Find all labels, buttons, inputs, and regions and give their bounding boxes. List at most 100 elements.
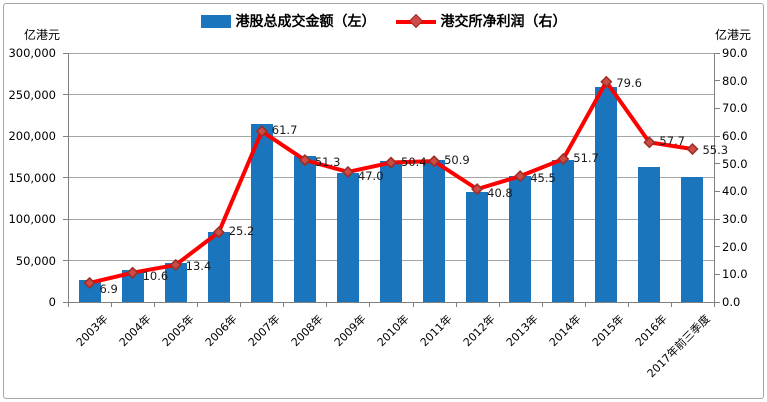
data-label: 50.4: [401, 154, 427, 169]
data-label: 47.0: [357, 168, 384, 183]
x-axis-tick: [154, 303, 156, 307]
bar: [595, 87, 618, 302]
bar: [423, 160, 446, 302]
bar: [509, 175, 532, 302]
diamond-marker-icon: [600, 75, 613, 88]
gridline: [68, 135, 714, 137]
left-axis-tick: [63, 52, 68, 54]
diamond-marker-icon: [298, 154, 311, 167]
right-axis-tick: [715, 218, 720, 220]
x-axis-tick: [68, 303, 69, 307]
bar: [164, 262, 187, 302]
left-axis-tick-label: 50,000: [15, 253, 56, 268]
diamond-marker-icon: [643, 136, 656, 149]
left-axis-tick-label: 150,000: [8, 170, 56, 185]
x-axis-tick: [541, 303, 543, 307]
left-axis-tick-label: 250,000: [8, 87, 56, 102]
bar: [121, 269, 144, 302]
right-axis-tick-label: 60.0: [722, 129, 748, 143]
bar: [207, 232, 230, 302]
left-axis-tick: [63, 260, 68, 261]
left-axis-line: [68, 53, 69, 302]
x-axis-tick: [369, 303, 371, 307]
right-axis-line: [714, 53, 715, 302]
bar: [250, 123, 273, 302]
right-axis-tick: [715, 246, 720, 248]
diamond-marker-icon: [557, 152, 570, 166]
right-axis-tick: [715, 273, 720, 275]
data-label: 10.6: [142, 268, 169, 283]
bar-series-swatch: [200, 14, 231, 28]
diamond-marker-icon: [471, 183, 484, 196]
right-axis-tick: [715, 52, 720, 54]
left-axis-tick-label: 200,000: [8, 129, 56, 143]
bar: [336, 173, 359, 302]
x-axis-tick: [670, 303, 672, 307]
right-axis-tick-label: 70.0: [722, 101, 748, 116]
data-label: 40.8: [487, 186, 513, 201]
x-axis-tick: [412, 303, 414, 307]
bar: [78, 280, 101, 302]
data-label: 45.5: [530, 171, 556, 186]
data-label: 61.7: [271, 123, 298, 138]
right-axis-tick: [715, 163, 720, 165]
right-axis-tick-label: 50.0: [722, 156, 748, 171]
diamond-marker-icon: [212, 226, 225, 239]
right-axis-unit: 亿港元: [714, 28, 751, 42]
data-label: 6.9: [99, 281, 118, 296]
x-axis-tick: [584, 303, 586, 307]
gridline: [68, 94, 714, 95]
right-axis-tick-label: 80.0: [722, 73, 748, 88]
data-label: 57.7: [659, 134, 685, 149]
right-axis-tick-label: 40.0: [722, 184, 748, 199]
right-axis-tick-label: 10.0: [722, 267, 748, 282]
bar: [380, 160, 402, 302]
x-axis-tick: [326, 303, 328, 307]
x-axis-tick: [627, 303, 629, 307]
line-series-swatch: [395, 13, 436, 28]
bar: [681, 176, 704, 302]
left-axis-tick-label: 0: [48, 295, 56, 309]
right-axis-tick: [715, 80, 720, 82]
left-axis-tick-label: 300,000: [8, 46, 56, 60]
legend-item-line-series: 港交所净利润（右）: [395, 11, 567, 31]
left-axis-tick: [63, 94, 68, 95]
right-axis-tick-label: 90.0: [722, 46, 748, 60]
right-axis-tick: [715, 135, 720, 137]
diamond-marker-icon: [255, 125, 268, 138]
data-label: 13.4: [185, 258, 212, 273]
left-axis-tick: [63, 301, 68, 303]
diamond-marker-icon: [169, 258, 182, 271]
x-axis-tick: [498, 303, 500, 307]
data-label: 55.3: [702, 143, 729, 157]
right-axis-tick-label: 0.0: [722, 295, 741, 309]
right-axis-tick-label: 30.0: [722, 212, 748, 226]
data-label: 50.9: [444, 153, 470, 168]
right-axis-tick-label: 20.0: [722, 239, 748, 254]
diamond-marker-icon: [408, 13, 423, 28]
data-label: 51.7: [573, 150, 599, 165]
left-axis-unit: 亿港元: [24, 28, 61, 42]
x-axis-label: 2003年: [73, 312, 111, 350]
x-axis-tick: [455, 303, 457, 307]
diamond-marker-icon: [686, 142, 699, 156]
left-axis-tick: [63, 177, 68, 178]
diamond-marker-icon: [384, 156, 398, 169]
left-axis-tick: [63, 218, 68, 220]
x-axis-tick: [240, 303, 242, 307]
chart-legend: 港股总成交金额（左） 港交所净利润（右）: [0, 11, 767, 31]
data-label: 25.2: [228, 224, 255, 239]
bottom-axis-line: [68, 302, 715, 303]
legend-line-label: 港交所净利润（右）: [440, 14, 567, 30]
legend-item-bar-series: 港股总成交金额（左）: [200, 11, 376, 31]
data-label: 79.6: [616, 75, 642, 90]
line-series-path: [87, 79, 695, 285]
x-axis-tick: [197, 303, 199, 307]
gridline: [68, 52, 714, 54]
diamond-marker-icon: [514, 170, 527, 183]
left-axis-tick: [63, 135, 68, 137]
diamond-marker-icon: [83, 276, 96, 289]
x-axis-tick: [111, 303, 113, 307]
bar: [552, 160, 575, 302]
right-axis-tick: [715, 107, 720, 109]
